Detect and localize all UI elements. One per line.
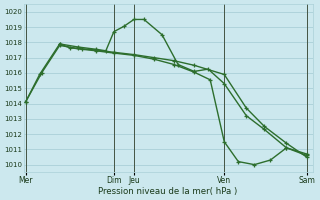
X-axis label: Pression niveau de la mer( hPa ): Pression niveau de la mer( hPa ) [99,187,238,196]
